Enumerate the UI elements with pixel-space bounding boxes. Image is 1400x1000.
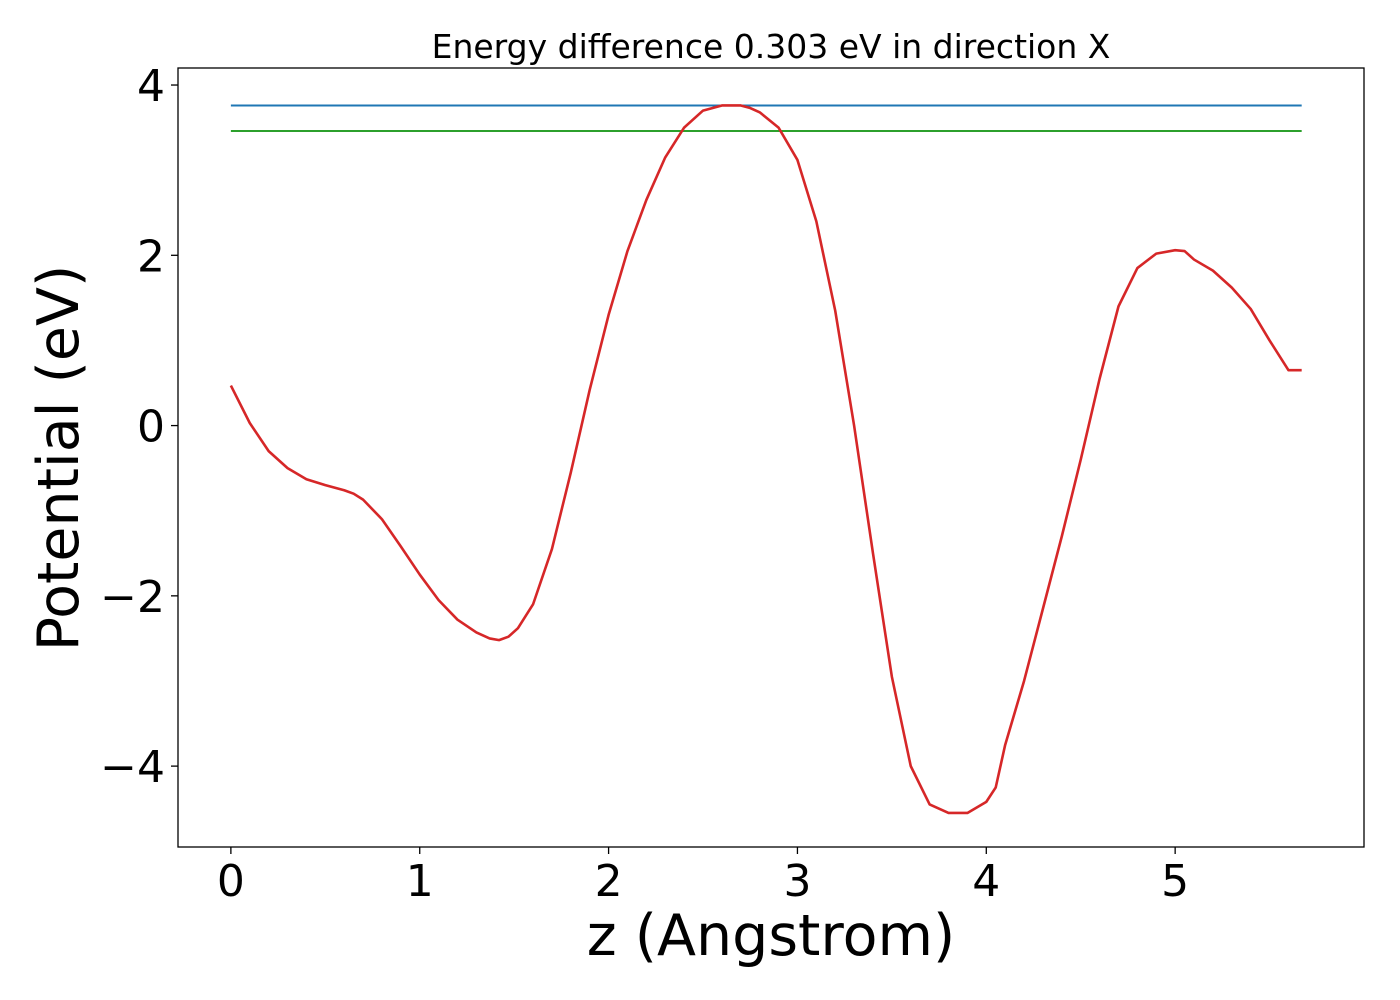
y-tick-label: 0 bbox=[137, 402, 165, 453]
x-tick-label: 4 bbox=[972, 856, 1000, 907]
y-tick-label: −4 bbox=[100, 742, 165, 793]
x-tick-label: 2 bbox=[595, 856, 623, 907]
plot-frame bbox=[177, 67, 1365, 848]
y-axis-ticks: −4 −2 0 2 4 bbox=[100, 61, 178, 793]
y-tick-label: −2 bbox=[100, 572, 165, 623]
x-axis-ticks: 0 1 2 3 4 5 bbox=[217, 847, 1189, 907]
x-tick-label: 1 bbox=[406, 856, 434, 907]
potential-curve bbox=[229, 104, 1302, 815]
x-axis-label: z (Angstrom) bbox=[587, 903, 955, 969]
chart-title: Energy difference 0.303 eV in direction … bbox=[432, 27, 1111, 66]
x-tick-label: 0 bbox=[217, 856, 245, 907]
x-tick-label: 3 bbox=[783, 856, 811, 907]
y-tick-label: 2 bbox=[137, 231, 165, 282]
y-axis-label: Potential (eV) bbox=[26, 265, 92, 651]
series-layer bbox=[229, 104, 1302, 815]
y-tick-label: 4 bbox=[137, 61, 165, 112]
x-tick-label: 5 bbox=[1161, 856, 1189, 907]
